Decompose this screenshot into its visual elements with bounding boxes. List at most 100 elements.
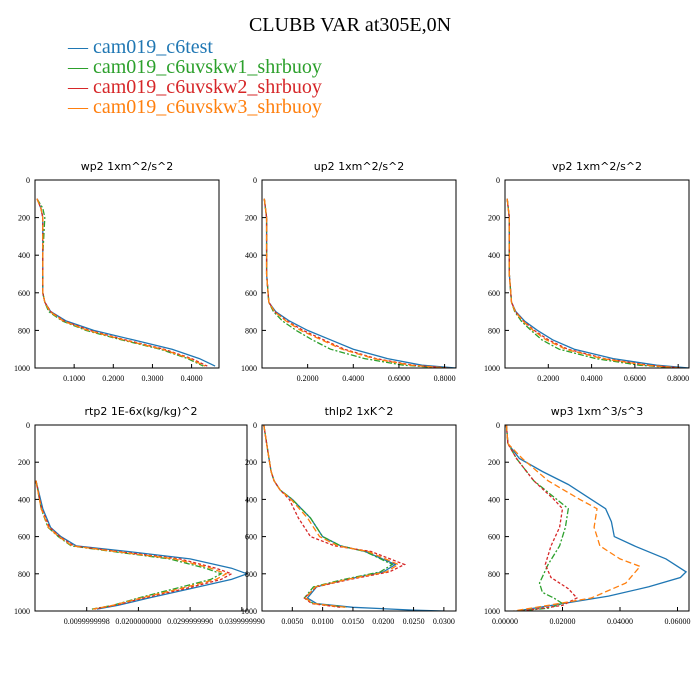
x-tick-label: 0.4000 [342, 374, 364, 383]
y-tick-label: 1000 [14, 364, 30, 373]
series-line-3 [505, 425, 642, 611]
series-line-3 [36, 198, 206, 367]
x-tick-label: 0.8000 [434, 374, 456, 383]
y-tick-label: 600 [488, 289, 500, 298]
series-line-0 [263, 425, 444, 611]
y-tick-label: 200 [245, 214, 257, 223]
y-tick-label: 400 [488, 495, 500, 504]
y-tick-label: 0 [26, 421, 30, 430]
x-tick-label: 0.02000 [550, 617, 576, 626]
series-line-3 [263, 198, 447, 368]
y-tick-label: 0 [496, 421, 500, 430]
x-tick-label: 0.0200000000 [115, 617, 161, 626]
x-tick-label: 0.6000 [624, 374, 646, 383]
series-line-3 [506, 198, 681, 368]
y-tick-label: 600 [245, 533, 257, 542]
y-tick-label: 0 [253, 176, 257, 185]
x-tick-label: 0.1000 [63, 374, 85, 383]
panel-title: up2 1xm^2/s^2 [314, 160, 405, 173]
plot-frame [504, 424, 690, 612]
panel-title: rtp2 1E-6x(kg/kg)^2 [85, 405, 198, 418]
series-line-0 [263, 198, 456, 368]
y-tick-label: 400 [18, 495, 30, 504]
legend: — cam019_c6test — cam019_c6uvskw1_shrbuo… [68, 37, 322, 117]
panel-rtp2: rtp2 1E-6x(kg/kg)^2 0 200 400 600 800 1000 0.00… [14, 405, 265, 626]
x-tick-label: 0.8000 [667, 374, 689, 383]
plot-frame [261, 179, 457, 369]
y-tick-label: 0 [496, 176, 500, 185]
y-tick-label: 1000 [484, 364, 500, 373]
y-tick-label: 0 [26, 176, 30, 185]
y-tick-label: 200 [245, 458, 257, 467]
panel-title: vp2 1xm^2/s^2 [552, 160, 642, 173]
y-tick-label: 1000 [14, 607, 30, 616]
series-group [505, 425, 688, 611]
series-group [263, 425, 444, 611]
x-tick-label: 0.0250 [403, 617, 425, 626]
y-tick-label: 200 [488, 458, 500, 467]
x-tick-label: 0.06000 [665, 617, 691, 626]
x-tick-label: 0.0399999990 [219, 617, 265, 626]
legend-item-c6uvskw3: — cam019_c6uvskw3_shrbuoy [68, 96, 322, 118]
legend-item-c6test: — cam019_c6test [68, 36, 213, 58]
plot-frame [34, 179, 220, 369]
series-group [506, 198, 689, 368]
series-line-3 [263, 425, 400, 608]
x-tick-label: 0.0099999998 [64, 617, 110, 626]
y-tick-label: 800 [488, 326, 500, 335]
series-line-2 [506, 198, 683, 368]
x-tick-label: 0.00000 [492, 617, 518, 626]
x-tick-label: 0.3000 [141, 374, 163, 383]
y-tick-label: 1000 [484, 607, 500, 616]
y-tick-label: 800 [245, 570, 257, 579]
series-line-1 [263, 198, 445, 368]
panel-title: wp3 1xm^3/s^3 [551, 405, 644, 418]
series-line-0 [36, 198, 216, 367]
x-tick-label: 0.6000 [388, 374, 410, 383]
plot-frame [34, 424, 248, 612]
plot-frame [504, 179, 690, 369]
x-tick-label: 0.4000 [181, 374, 203, 383]
series-line-2 [263, 425, 407, 608]
series-line-1 [506, 198, 679, 368]
page-title: CLUBB VAR at305E,0N [248, 14, 452, 36]
series-line-2 [263, 198, 450, 368]
x-tick-label: 0.2000 [102, 374, 124, 383]
y-tick-label: 600 [488, 533, 500, 542]
panel-title: wp2 1xm^2/s^2 [81, 160, 174, 173]
y-tick-label: 400 [245, 251, 257, 260]
y-tick-label: 1000 [241, 607, 257, 616]
legend-item-c6uvskw1: — cam019_c6uvskw1_shrbuoy [68, 56, 322, 78]
x-tick-label: 0.4000 [581, 374, 603, 383]
panel-wp2: wp2 1xm^2/s^2 0 200 400 600 800 1000 0.1000 0.20… [14, 160, 220, 383]
y-tick-label: 800 [488, 570, 500, 579]
y-tick-label: 800 [245, 326, 257, 335]
panel-thlp2: thlp2 1xK^2 0 200 400 600 800 1000 0.0050 0.0100… [241, 405, 457, 626]
y-tick-label: 1000 [241, 364, 257, 373]
x-tick-label: 0.0100 [312, 617, 334, 626]
legend-item-c6uvskw2: — cam019_c6uvskw2_shrbuoy [68, 76, 322, 98]
series-line-1 [35, 480, 223, 610]
y-tick-label: 600 [18, 289, 30, 298]
plot-frame [261, 424, 457, 612]
x-tick-label: 0.0200 [372, 617, 394, 626]
series-line-0 [35, 480, 247, 610]
x-tick-label: 0.2000 [297, 374, 319, 383]
x-tick-label: 0.0050 [281, 617, 303, 626]
y-tick-label: 400 [245, 495, 257, 504]
panel-vp2: vp2 1xm^2/s^2 0 200 400 600 800 1000 0.2000 0.40… [484, 160, 690, 383]
x-tick-label: 0.2000 [537, 374, 559, 383]
y-tick-label: 600 [18, 533, 30, 542]
series-group [263, 198, 456, 368]
y-tick-label: 200 [18, 458, 30, 467]
x-tick-label: 0.0300 [433, 617, 455, 626]
series-line-2 [35, 480, 234, 610]
series-line-1 [263, 425, 394, 608]
series-group [35, 480, 247, 610]
series-line-1 [36, 198, 204, 367]
series-line-2 [36, 198, 208, 367]
y-tick-label: 0 [253, 421, 257, 430]
series-line-0 [505, 425, 688, 611]
